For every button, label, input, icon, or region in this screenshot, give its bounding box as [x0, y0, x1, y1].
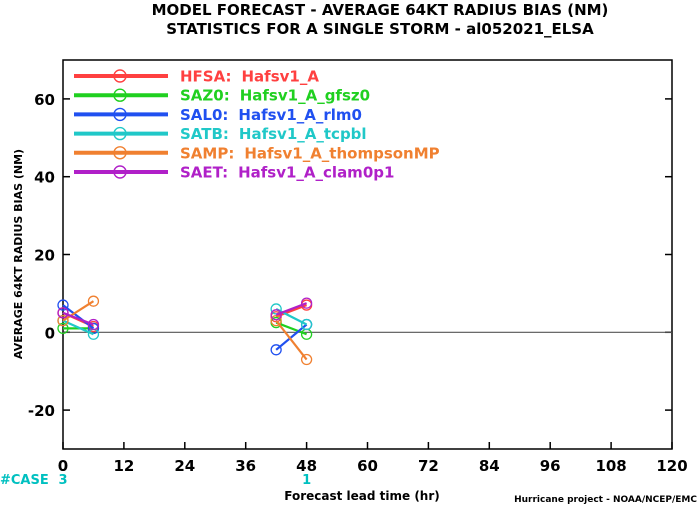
data-point [57, 307, 69, 319]
x-tick-label: 120 [656, 457, 687, 475]
x-tick-label: 60 [357, 457, 378, 475]
legend-series-name: SAMP: [180, 144, 234, 162]
data-point [300, 318, 313, 331]
x-tick-label: 0 [58, 457, 68, 475]
legend-series-desc: Hafsv1_A_thompsonMP [244, 144, 439, 162]
legend-series-desc: Hafsv1_A [242, 68, 320, 86]
y-tick-label: 0 [45, 324, 55, 342]
data-point [300, 353, 313, 366]
y-tick-label: 40 [34, 169, 55, 187]
y-tick-label: 20 [34, 247, 55, 265]
data-point [57, 314, 69, 327]
series-line [275, 323, 308, 351]
plot-frame [62, 59, 673, 450]
x-tick-label: 108 [595, 457, 626, 475]
y-axis-label: AVERAGE 64KT RADIUS BIAS (NM) [12, 149, 25, 359]
data-point [300, 297, 313, 309]
legend-marker [113, 69, 127, 83]
legend-label: SAL0: Hafsv1_A_rlm0 [180, 106, 362, 124]
legend-series-name: SAZ0: [180, 87, 230, 105]
data-point [270, 309, 282, 321]
x-tick-label: 48 [296, 457, 317, 475]
legend-series-desc: Hafsv1_A_tcpbl [239, 125, 367, 143]
x-tick-label: 72 [418, 457, 439, 475]
legend-series-name: HFSA: [180, 68, 232, 86]
legend-series-name: SAET: [180, 164, 228, 182]
series-line [275, 319, 308, 361]
legend-series-desc: Hafsv1_A_gfsz0 [240, 87, 370, 105]
y-tick-label: 60 [34, 91, 55, 109]
legend-marker [113, 126, 127, 141]
x-tick-label: 12 [113, 457, 134, 475]
series-line [62, 300, 95, 322]
data-point [57, 299, 69, 311]
legend-label: SATB: Hafsv1_A_tcpbl [180, 125, 367, 143]
series-samp [57, 295, 313, 366]
legend-marker [113, 107, 127, 122]
data-point [57, 322, 69, 335]
legend-series-desc: Hafsv1_A_clam0p1 [238, 164, 394, 182]
legend-series-name: SAL0: [180, 106, 228, 124]
data-point [270, 344, 282, 356]
legend-label: SAET: Hafsv1_A_clam0p1 [180, 164, 394, 182]
series-group [57, 295, 313, 366]
case-label: #CASE [0, 473, 49, 488]
series-line [275, 307, 308, 326]
data-point [270, 314, 282, 327]
case-count: 3 [58, 473, 67, 488]
case-count: 1 [302, 473, 311, 488]
legend-label: SAZ0: Hafsv1_A_gfsz0 [180, 87, 370, 105]
data-point [87, 295, 100, 307]
legend-series-name: SATB: [180, 125, 229, 143]
x-tick-label: 36 [235, 457, 256, 475]
series-saet [57, 297, 313, 331]
axes: 0 12 24 36 48 60 72 84 96 108 120 -20 0 20 40 60 [28, 91, 688, 475]
legend: HFSA: Hafsv1_A SAZ0: Hafsv1_A_gfsz0 SAL0: Haf… [74, 68, 440, 182]
chart-title-line2: STATISTICS FOR A SINGLE STORM - al052021… [166, 20, 594, 38]
data-point [87, 318, 100, 331]
legend-label: HFSA: Hafsv1_A [180, 68, 319, 86]
x-axis-label: Forecast lead time (hr) [284, 489, 440, 503]
legend-series-desc: Hafsv1_A_rlm0 [238, 106, 362, 124]
legend-marker [113, 165, 127, 179]
legend-marker [113, 88, 127, 102]
y-tick-label: -20 [28, 402, 55, 420]
credit-text: Hurricane project - NOAA/NCEP/EMC [514, 495, 697, 505]
legend-label: SAMP: Hafsv1_A_thompsonMP [180, 144, 440, 162]
x-tick-label: 96 [540, 457, 561, 475]
x-tick-label: 24 [174, 457, 195, 475]
chart-title-line1: MODEL FORECAST - AVERAGE 64KT RADIUS BIA… [152, 1, 609, 19]
x-tick-label: 84 [479, 457, 500, 475]
legend-marker [113, 146, 127, 160]
